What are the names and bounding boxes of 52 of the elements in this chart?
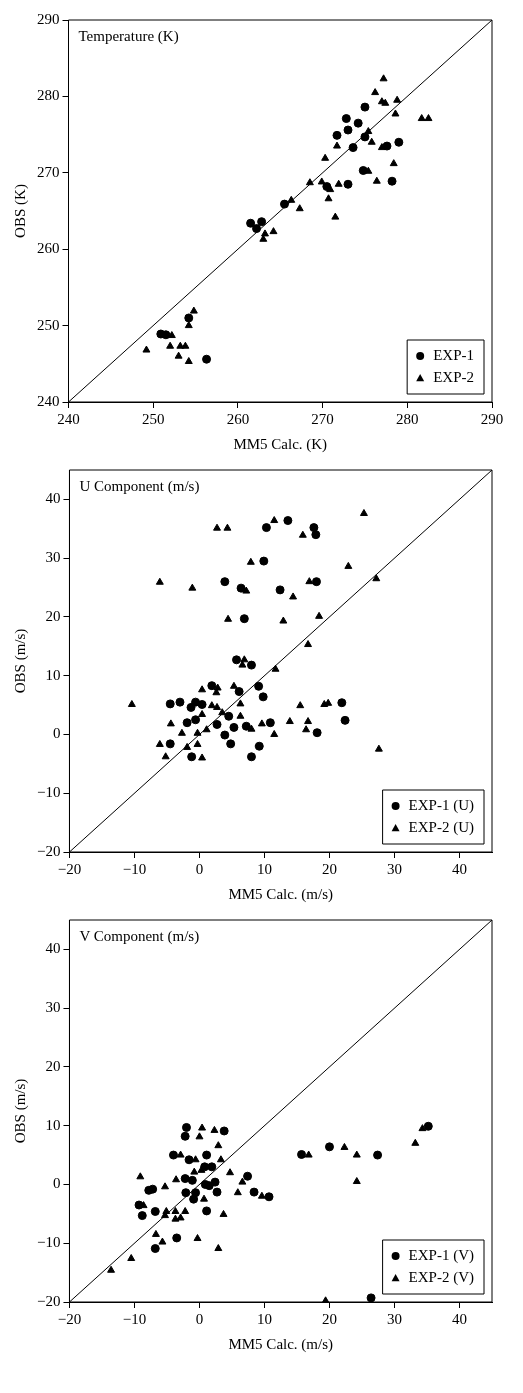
y-tick-label: −10 <box>36 784 61 801</box>
x-axis-title: MM5 Calc. (m/s) <box>228 1335 334 1353</box>
x-tick-label: 290 <box>480 410 504 427</box>
legend-label: EXP-2 (V) <box>408 1268 474 1286</box>
x-tick-label: −10 <box>122 1310 147 1327</box>
x-tick-label: 10 <box>256 860 272 877</box>
x-tick-label: 0 <box>195 1310 204 1327</box>
y-axis-title: OBS (m/s) <box>11 628 29 694</box>
y-tick-label: 280 <box>37 87 60 104</box>
y-tick-label: 0 <box>52 725 61 742</box>
text: Temperature (K) <box>78 28 179 46</box>
y-tick-label: 20 <box>45 1057 61 1074</box>
x-tick-label: −10 <box>122 860 147 877</box>
y-tick-label: 270 <box>37 163 60 180</box>
legend-label: EXP-1 (U) <box>408 796 474 814</box>
y-tick-label: 40 <box>45 940 61 957</box>
legend-label: EXP-1 <box>433 346 475 363</box>
legend-label: EXP-1 (V) <box>408 1246 474 1264</box>
y-tick-label: 30 <box>45 549 61 566</box>
y-tick-label: 250 <box>37 316 60 333</box>
y-tick-label: 290 <box>37 10 60 27</box>
x-axis-title: MM5 Calc. (m/s) <box>228 885 334 903</box>
y-axis-title: OBS (K) <box>11 184 29 238</box>
text: V Component (m/s) <box>79 928 200 946</box>
y-tick-label: 260 <box>37 240 60 257</box>
legend-label: EXP-2 (U) <box>408 818 474 836</box>
y-tick-label: 240 <box>37 392 60 409</box>
x-tick-label: 20 <box>321 1310 337 1327</box>
y-tick-label: 0 <box>52 1175 61 1192</box>
y-tick-label: 20 <box>45 607 61 624</box>
y-tick-label: 40 <box>45 490 61 507</box>
x-tick-label: 20 <box>321 860 337 877</box>
y-tick-label: −20 <box>36 842 61 859</box>
x-axis-title: MM5 Calc. (K) <box>233 435 328 453</box>
y-tick-label: −20 <box>36 1292 61 1309</box>
y-tick-label: 10 <box>45 1116 61 1133</box>
x-tick-label: 30 <box>386 860 402 877</box>
x-tick-label: 260 <box>226 410 250 427</box>
y-tick-label: 30 <box>45 999 61 1016</box>
x-tick-label: 250 <box>141 410 165 427</box>
x-tick-label: 30 <box>386 1310 402 1327</box>
y-axis-title: OBS (m/s) <box>11 1078 29 1144</box>
x-tick-label: 280 <box>396 410 419 427</box>
y-tick-label: 10 <box>45 666 61 683</box>
x-tick-label: 0 <box>195 860 204 877</box>
x-tick-label: 10 <box>256 1310 272 1327</box>
legend-label: EXP-2 <box>433 368 475 385</box>
x-tick-label: 40 <box>452 1310 467 1327</box>
x-tick-label: 270 <box>311 410 334 427</box>
text: U Component (m/s) <box>79 478 200 496</box>
x-tick-label: 40 <box>452 860 467 877</box>
y-tick-label: −10 <box>36 1234 61 1251</box>
